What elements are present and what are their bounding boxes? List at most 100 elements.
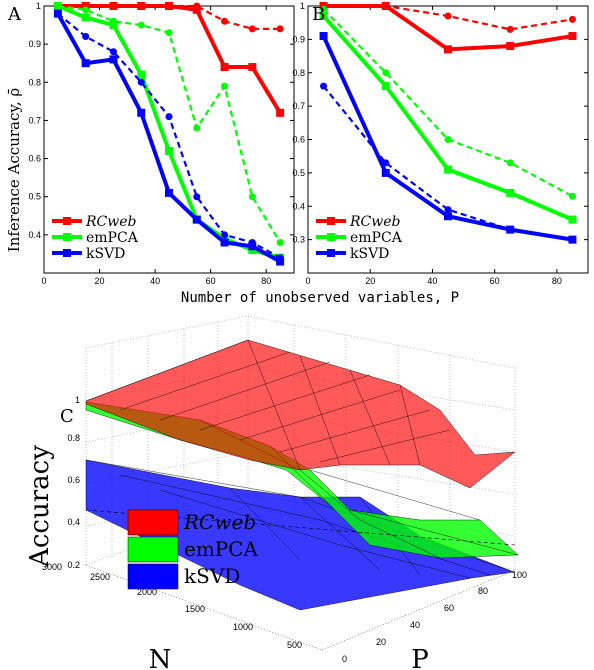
data-point — [192, 215, 201, 224]
legend-marker — [327, 249, 335, 257]
rcweb-surface — [85, 339, 516, 489]
data-point — [248, 242, 257, 251]
data-point — [137, 21, 145, 29]
x-tick-label: 80 — [552, 276, 562, 286]
data-point — [506, 226, 514, 234]
n-tick-label: 3000 — [42, 562, 62, 572]
legend-marker — [63, 233, 71, 241]
y-tick-label: 0.5 — [28, 192, 41, 202]
legend-label: RCweb — [349, 214, 401, 230]
z-tick-label: 1 — [75, 395, 80, 405]
data-point — [568, 192, 576, 200]
legend-label: kSVD — [86, 246, 125, 262]
data-point — [165, 2, 173, 10]
data-point — [276, 254, 284, 262]
data-point — [382, 69, 390, 77]
y-tick-label: 0.4 — [292, 201, 305, 211]
data-point — [220, 238, 229, 247]
data-point — [506, 159, 514, 167]
series-line — [57, 4, 282, 244]
data-point — [220, 63, 229, 72]
y-axis-label: Inference Accuracy, ρ̄ — [5, 88, 23, 253]
panel-letter-c: C — [60, 406, 74, 427]
y-tick-label: 0.5 — [292, 168, 305, 178]
y-tick-label: 0.9 — [28, 39, 41, 49]
data-point — [193, 2, 201, 10]
data-point — [82, 6, 90, 14]
legend-marker — [327, 233, 335, 241]
p-tick-label: 80 — [478, 586, 488, 596]
data-point — [276, 238, 284, 246]
panel-c: 0.20.40.60.81500100015002000250030000204… — [25, 315, 527, 670]
data-point — [319, 12, 328, 21]
data-point — [165, 188, 173, 197]
data-point — [109, 55, 118, 64]
data-point — [54, 2, 62, 10]
data-point — [568, 236, 576, 244]
legend-marker — [63, 249, 71, 257]
data-point — [193, 124, 201, 132]
y-tick-label: 1 — [300, 1, 305, 11]
data-point — [221, 82, 229, 90]
data-point — [137, 2, 145, 10]
y-tick-label: 0.9 — [292, 34, 305, 44]
data-point — [382, 2, 390, 10]
data-point — [137, 78, 145, 86]
data-point — [137, 70, 146, 79]
data-point — [221, 231, 229, 239]
legend-label: emPCA — [184, 537, 259, 561]
data-point — [248, 63, 257, 72]
p-tick-label: 40 — [410, 620, 420, 630]
c-z-axis-label: Accuracy — [25, 445, 55, 568]
x-tick-label: 40 — [150, 276, 160, 286]
p-tick-label: 20 — [376, 637, 386, 647]
y-tick-label: 0.7 — [292, 101, 305, 111]
data-point — [506, 42, 515, 51]
y-tick-label: 0.6 — [28, 154, 41, 164]
x-tick-label: 0 — [41, 276, 46, 286]
x-tick-label: 80 — [261, 276, 271, 286]
panel-b: 0 20 40 60 80 0.3 0.4 0.5 0.6 0.7 0.8 0.9 1 B RCwebemP… — [292, 1, 589, 286]
p-tick-label: 100 — [512, 570, 527, 580]
data-point — [137, 108, 146, 117]
series-line — [57, 4, 282, 114]
z-tick-label: 0.6 — [67, 475, 80, 485]
panel-a: 0 20 40 60 80 0.4 0.5 0.6 0.7 0.8 0.9 1 A RCwebemPCAk… — [7, 1, 295, 286]
data-point — [81, 59, 90, 68]
data-point — [109, 48, 117, 56]
data-point — [192, 5, 201, 14]
data-point — [381, 82, 390, 91]
legend-label: emPCA — [86, 230, 139, 246]
z-tick-label: 0.4 — [67, 517, 80, 527]
y-tick-label: 0.3 — [292, 235, 305, 245]
y-tick-label: 0.6 — [292, 135, 305, 145]
n-tick-label: 2000 — [137, 587, 157, 597]
n-tick-label: 1500 — [185, 604, 205, 614]
data-point — [276, 25, 284, 33]
p-tick-label: 60 — [444, 603, 454, 613]
p-tick-label: 0 — [342, 654, 347, 664]
data-point — [444, 45, 452, 54]
legend-label: RCweb — [85, 214, 137, 230]
data-point — [381, 168, 390, 177]
n-tick-label: 1000 — [233, 622, 253, 632]
data-point — [506, 188, 515, 197]
data-point — [568, 15, 576, 23]
c-p-axis-label: P — [411, 645, 429, 670]
data-point — [444, 136, 452, 143]
data-point — [221, 17, 229, 25]
legend-swatch — [127, 536, 179, 563]
data-point — [248, 193, 256, 201]
panel-frame — [43, 5, 295, 274]
legend-marker — [63, 217, 71, 225]
series-line — [323, 3, 573, 52]
c-ticks: 0.20.40.60.81500100015002000250030000204… — [42, 395, 527, 664]
data-point — [109, 17, 117, 25]
data-point — [320, 5, 328, 13]
n-tick-label: 500 — [287, 640, 302, 650]
data-point — [276, 108, 285, 117]
data-point — [165, 113, 173, 121]
data-point — [444, 165, 452, 174]
x-tick-label: 60 — [206, 276, 216, 286]
